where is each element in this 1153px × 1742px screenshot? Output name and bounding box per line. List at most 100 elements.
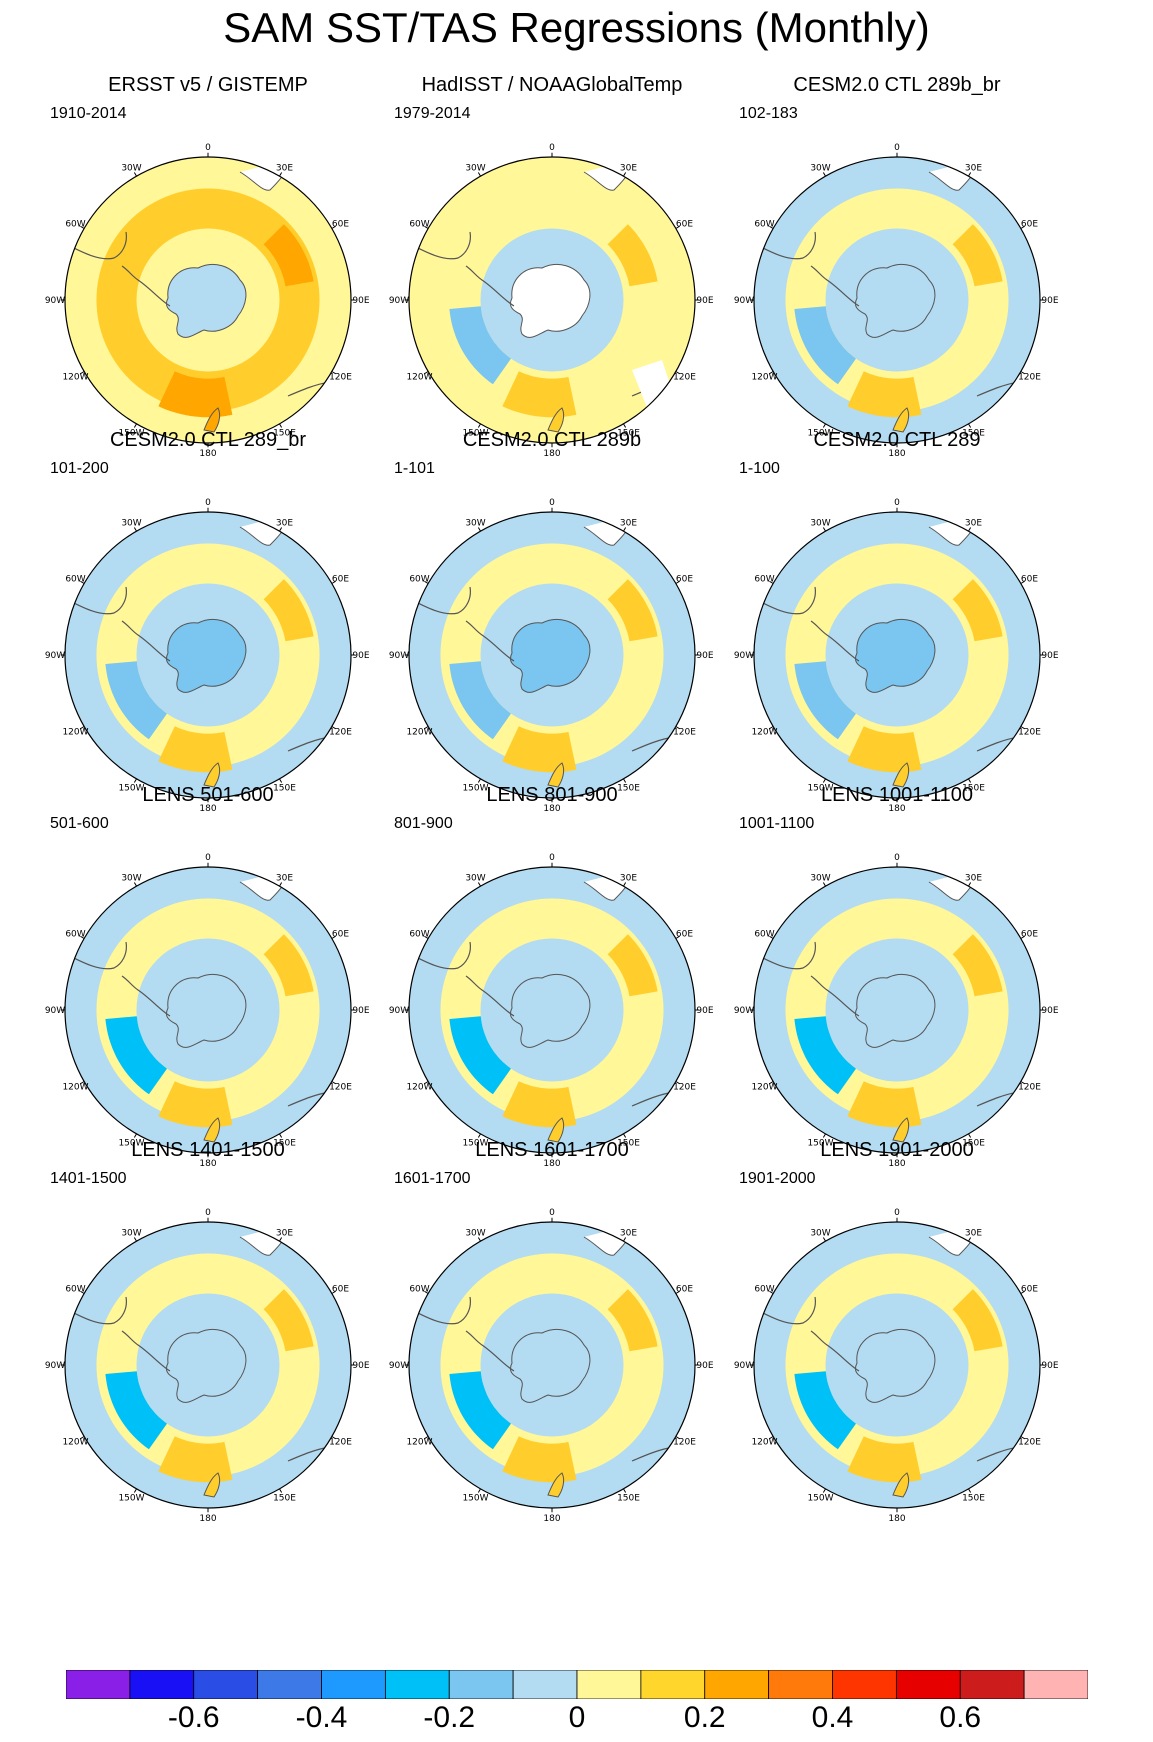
longitude-tick [331, 225, 336, 229]
longitude-tick-label: 180 [543, 449, 560, 459]
antarctica-outline [509, 264, 591, 338]
longitude-tick-label: 60W [754, 930, 774, 940]
panel-period: 1-101 [394, 460, 435, 477]
longitude-tick-label: 90W [734, 296, 754, 306]
longitude-tick [968, 882, 972, 887]
colorbar-swatch [640, 1670, 706, 1699]
longitude-tick-label: 120W [406, 1083, 432, 1093]
colorbar-swatch [832, 1670, 897, 1699]
longitude-tick [279, 1237, 283, 1242]
longitude-tick [477, 423, 481, 428]
antarctic-peninsula-outline [810, 975, 860, 1017]
longitude-tick [822, 1488, 826, 1493]
longitude-tick [80, 935, 85, 939]
longitude-tick-label: 90E [1041, 651, 1058, 661]
longitude-tick-label: 90E [1041, 1006, 1058, 1016]
longitude-tick-label: 30W [465, 874, 485, 884]
longitude-tick-label: 180 [888, 1514, 905, 1524]
longitude-tick-label: 30E [276, 1229, 293, 1239]
longitude-tick-label: 0 [205, 143, 211, 153]
longitude-tick [80, 371, 85, 375]
longitude-tick-label: 90W [734, 1361, 754, 1371]
longitude-tick [331, 371, 336, 375]
polar-map: 0 30E 60E 90E 120E 150E 180 150W 120W 90W 60W 30W [45, 143, 370, 459]
map-panel: LENS 1901-2000 1901-2000 0 30E 60E 90E 120E 150… [707, 1137, 1087, 1532]
longitude-tick [331, 580, 336, 584]
longitude-tick [675, 371, 680, 375]
longitude-tick [822, 423, 826, 428]
longitude-tick [1020, 1436, 1025, 1440]
polar-map: 0 30E 60E 90E 120E 150E 180 150W 120W 90W 60W 30W [45, 1208, 370, 1524]
longitude-tick [279, 1488, 283, 1493]
anomaly-patch-secondary [794, 1016, 856, 1095]
longitude-tick-label: 90W [45, 651, 65, 661]
longitude-tick-label: 0 [205, 853, 211, 863]
longitude-tick-label: 90E [352, 1006, 369, 1016]
longitude-tick-label: 30E [620, 164, 637, 174]
longitude-tick [133, 882, 137, 887]
longitude-tick-label: 90E [1041, 1361, 1058, 1371]
polar-map: 0 30E 60E 90E 120E 150E 180 150W 120W 90W 60W 30W [389, 1208, 714, 1524]
longitude-tick [133, 1488, 137, 1493]
longitude-tick-label: 30W [810, 1229, 830, 1239]
longitude-tick-label: 30E [965, 164, 982, 174]
longitude-tick [822, 527, 826, 532]
south-america-outline [65, 586, 127, 615]
longitude-tick [424, 225, 429, 229]
south-america-outline [65, 231, 127, 260]
longitude-tick-label: 0 [205, 1208, 211, 1218]
antarctic-peninsula-outline [121, 265, 171, 307]
longitude-tick-label: 60W [409, 220, 429, 230]
longitude-tick [968, 1237, 972, 1242]
longitude-tick [133, 778, 137, 783]
colorbar-label: 0.6 [939, 1701, 982, 1734]
longitude-tick-label: 90E [696, 1006, 713, 1016]
longitude-tick-label: 30E [965, 519, 982, 529]
antarctic-peninsula-outline [465, 975, 515, 1017]
figure-title: SAM SST/TAS Regressions (Monthly) [223, 4, 930, 51]
longitude-tick [424, 726, 429, 730]
colorbar-label: -0.4 [295, 1701, 348, 1734]
longitude-tick-label: 60W [754, 1285, 774, 1295]
longitude-tick-label: 150W [118, 1494, 144, 1504]
south-america-outline [409, 941, 471, 970]
longitude-tick [424, 935, 429, 939]
longitude-tick-label: 0 [894, 853, 900, 863]
longitude-tick-label: 60E [332, 1285, 349, 1295]
longitude-tick-label: 30W [810, 874, 830, 884]
longitude-tick [1020, 580, 1025, 584]
polar-map: 0 30E 60E 90E 120E 150E 180 150W 120W 90W 60W 30W [734, 853, 1059, 1169]
anomaly-patch-positive [158, 1081, 233, 1128]
colorbar-swatch [448, 1670, 514, 1699]
longitude-tick [623, 527, 627, 532]
longitude-tick [675, 1081, 680, 1085]
longitude-tick-label: 60E [676, 220, 693, 230]
new-zealand-outline [547, 1117, 565, 1143]
longitude-tick-label: 30W [465, 519, 485, 529]
antarctica-outline [854, 619, 936, 693]
anomaly-patch-positive [502, 726, 577, 773]
panel-title: LENS 1901-2000 [820, 1139, 974, 1161]
longitude-tick-label: 90E [352, 296, 369, 306]
longitude-tick [822, 172, 826, 177]
antarctica-outline [165, 264, 247, 338]
longitude-tick-label: 30E [620, 519, 637, 529]
antarctic-peninsula-outline [810, 265, 860, 307]
anomaly-patch-positive [158, 1436, 233, 1483]
longitude-tick-label: 60E [1021, 220, 1038, 230]
longitude-tick-label: 0 [894, 1208, 900, 1218]
longitude-tick [331, 1081, 336, 1085]
longitude-tick-label: 30W [465, 164, 485, 174]
longitude-tick-label: 30E [965, 1229, 982, 1239]
anomaly-patch-secondary [794, 661, 856, 740]
longitude-tick-label: 60E [1021, 1285, 1038, 1295]
antarctic-peninsula-outline [465, 265, 515, 307]
longitude-tick-label: 180 [199, 1514, 216, 1524]
colorbar-label: 0.4 [811, 1701, 854, 1734]
longitude-tick [968, 778, 972, 783]
longitude-tick-label: 90W [45, 296, 65, 306]
longitude-tick-label: 150E [962, 784, 985, 794]
longitude-tick-label: 60E [332, 220, 349, 230]
anomaly-patch-secondary [105, 1371, 167, 1450]
longitude-tick-label: 90E [696, 651, 713, 661]
